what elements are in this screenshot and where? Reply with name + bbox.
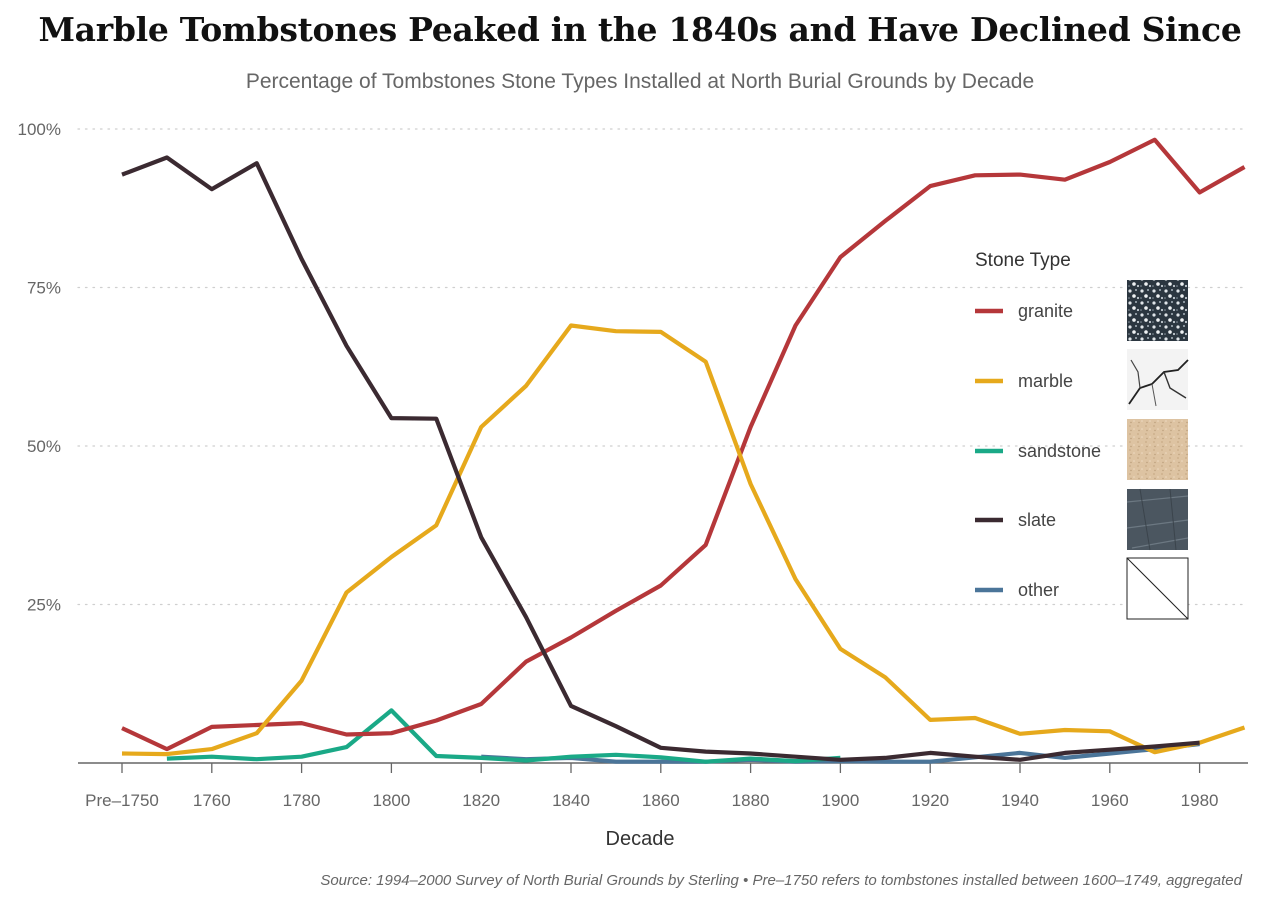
series-line-slate <box>121 155 1200 762</box>
legend-label-other: other <box>1018 580 1059 600</box>
x-tick-label: 1960 <box>1091 791 1129 810</box>
other-texture-swatch <box>1126 557 1189 620</box>
series-line-sandstone <box>166 708 841 764</box>
x-axis: Pre–1750 1760 1780 1800 1820 1840 1860 1880 1900… <box>85 763 1219 810</box>
legend-label-slate: slate <box>1018 510 1056 530</box>
x-axis-title: Decade <box>606 828 675 850</box>
x-tick-label: 1840 <box>552 791 590 810</box>
x-tick-label: 1820 <box>462 791 500 810</box>
x-tick-label: 1860 <box>642 791 680 810</box>
x-tick-label: 1920 <box>911 791 949 810</box>
legend-label-sandstone: sandstone <box>1018 441 1101 461</box>
series-line-marble <box>121 323 1246 757</box>
marble-texture-swatch <box>1127 349 1189 410</box>
y-axis: 100% 75% 50% 25% <box>18 120 61 615</box>
series-line-granite <box>121 137 1246 752</box>
granite-texture-swatch <box>1127 280 1188 341</box>
x-tick-label: 1760 <box>193 791 231 810</box>
sandstone-texture-swatch <box>1127 419 1188 480</box>
y-tick-label: 75% <box>27 279 61 298</box>
series-lines <box>121 137 1246 764</box>
x-tick-label: Pre–1750 <box>85 791 159 810</box>
chart-subtitle: Percentage of Tombstones Stone Types Ins… <box>245 70 1035 93</box>
chart-title: Marble Tombstones Peaked in the 1840s an… <box>38 10 1242 49</box>
source-note: Source: 1994–2000 Survey of North Burial… <box>320 872 1242 889</box>
x-tick-label: 1940 <box>1001 791 1039 810</box>
x-tick-label: 1900 <box>821 791 859 810</box>
legend: Stone Type granite marble sandstone slate ot… <box>975 250 1189 620</box>
y-tick-label: 25% <box>27 596 61 615</box>
x-tick-label: 1880 <box>732 791 770 810</box>
chart-gridlines <box>77 128 1249 606</box>
x-tick-label: 1800 <box>372 791 410 810</box>
x-tick-label: 1980 <box>1181 791 1219 810</box>
x-tick-label: 1780 <box>283 791 321 810</box>
legend-label-marble: marble <box>1018 371 1073 391</box>
y-tick-label: 50% <box>27 437 61 456</box>
slate-texture-swatch <box>1126 488 1189 551</box>
legend-title: Stone Type <box>975 250 1071 271</box>
legend-label-granite: granite <box>1018 301 1073 321</box>
y-tick-label: 100% <box>18 120 61 139</box>
